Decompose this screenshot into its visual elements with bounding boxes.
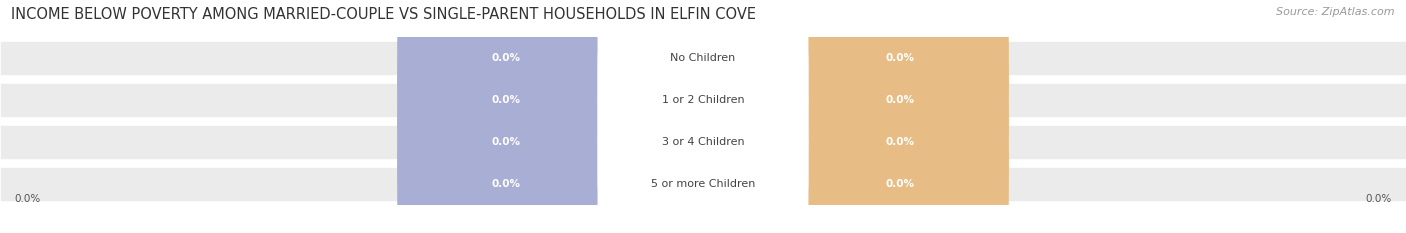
Text: 0.0%: 0.0% [14,194,41,204]
FancyBboxPatch shape [790,0,1010,133]
Text: No Children: No Children [671,53,735,63]
Text: 0.0%: 0.0% [492,53,520,63]
Text: 0.0%: 0.0% [886,53,914,63]
FancyBboxPatch shape [790,67,1010,217]
Text: 0.0%: 0.0% [492,137,520,147]
Text: 3 or 4 Children: 3 or 4 Children [662,137,744,147]
Text: 0.0%: 0.0% [886,95,914,105]
FancyBboxPatch shape [790,109,1010,233]
Text: 0.0%: 0.0% [492,95,520,105]
Text: 5 or more Children: 5 or more Children [651,179,755,189]
FancyBboxPatch shape [0,83,1406,117]
FancyBboxPatch shape [598,0,808,133]
FancyBboxPatch shape [598,25,808,175]
FancyBboxPatch shape [398,0,616,133]
FancyBboxPatch shape [398,109,616,233]
FancyBboxPatch shape [598,109,808,233]
Text: INCOME BELOW POVERTY AMONG MARRIED-COUPLE VS SINGLE-PARENT HOUSEHOLDS IN ELFIN C: INCOME BELOW POVERTY AMONG MARRIED-COUPL… [11,7,756,22]
Text: Source: ZipAtlas.com: Source: ZipAtlas.com [1277,7,1395,17]
Text: 0.0%: 0.0% [886,137,914,147]
Text: 1 or 2 Children: 1 or 2 Children [662,95,744,105]
FancyBboxPatch shape [398,25,616,175]
Text: 0.0%: 0.0% [492,179,520,189]
FancyBboxPatch shape [0,125,1406,159]
FancyBboxPatch shape [790,25,1010,175]
FancyBboxPatch shape [0,41,1406,75]
Text: 0.0%: 0.0% [886,179,914,189]
Text: 0.0%: 0.0% [1365,194,1392,204]
FancyBboxPatch shape [598,67,808,217]
FancyBboxPatch shape [0,167,1406,201]
FancyBboxPatch shape [398,67,616,217]
